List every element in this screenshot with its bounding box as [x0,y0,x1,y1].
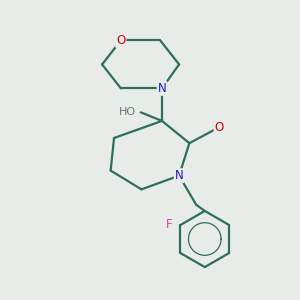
Text: O: O [214,121,224,134]
Text: O: O [116,34,125,47]
Text: N: N [158,82,166,95]
Text: N: N [175,169,184,182]
Text: F: F [166,218,173,232]
Text: HO: HO [118,107,136,117]
